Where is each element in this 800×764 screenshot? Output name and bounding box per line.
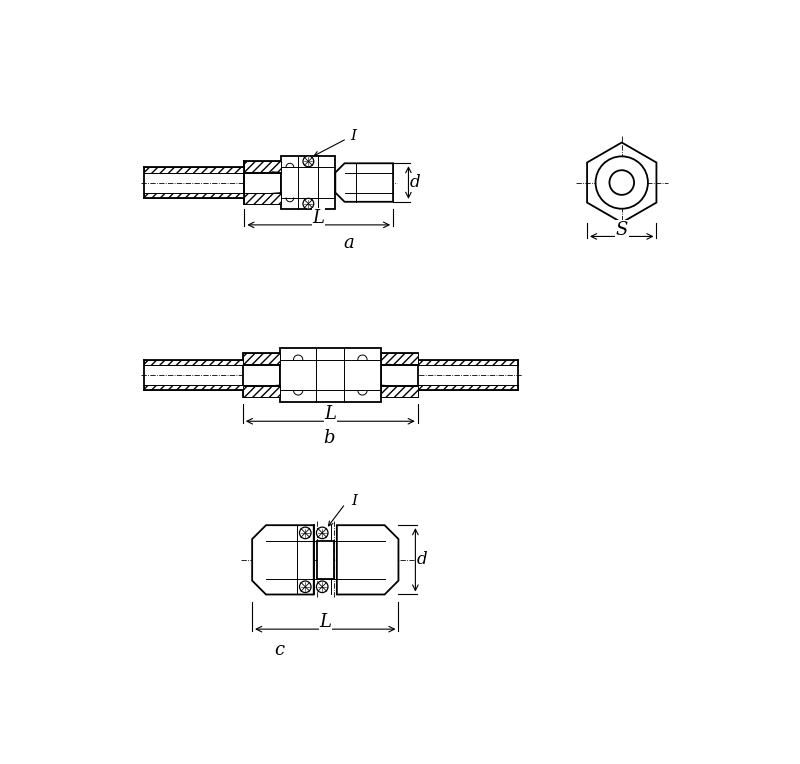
Polygon shape xyxy=(252,525,314,594)
Bar xyxy=(243,354,280,397)
Bar xyxy=(144,385,256,390)
Text: L: L xyxy=(319,613,331,631)
Text: a: a xyxy=(343,234,354,251)
Bar xyxy=(381,354,418,364)
Circle shape xyxy=(610,170,634,195)
Bar xyxy=(381,386,418,397)
Bar xyxy=(243,386,280,397)
Bar xyxy=(243,354,280,364)
Circle shape xyxy=(303,199,314,209)
Bar xyxy=(317,541,334,579)
Circle shape xyxy=(317,581,328,593)
Bar xyxy=(381,354,418,397)
Text: L: L xyxy=(324,406,336,423)
Text: c: c xyxy=(274,641,284,659)
Bar xyxy=(245,193,282,204)
Text: d: d xyxy=(410,174,421,191)
Bar xyxy=(280,348,381,402)
Bar xyxy=(144,193,264,198)
Bar xyxy=(245,161,282,204)
Bar xyxy=(282,156,335,209)
Text: L: L xyxy=(313,209,325,227)
Bar xyxy=(245,161,282,172)
Polygon shape xyxy=(335,163,393,202)
Bar xyxy=(144,167,264,173)
Circle shape xyxy=(299,527,311,539)
Circle shape xyxy=(317,527,328,539)
Circle shape xyxy=(303,156,314,167)
Text: d: d xyxy=(417,552,428,568)
Bar xyxy=(144,360,256,365)
Bar xyxy=(405,385,518,390)
Text: S: S xyxy=(615,221,628,238)
Circle shape xyxy=(299,581,311,593)
Bar xyxy=(405,360,518,365)
Polygon shape xyxy=(337,525,398,594)
Circle shape xyxy=(595,157,648,209)
Text: I: I xyxy=(351,494,358,508)
Text: I: I xyxy=(350,129,357,144)
Text: b: b xyxy=(323,429,335,447)
